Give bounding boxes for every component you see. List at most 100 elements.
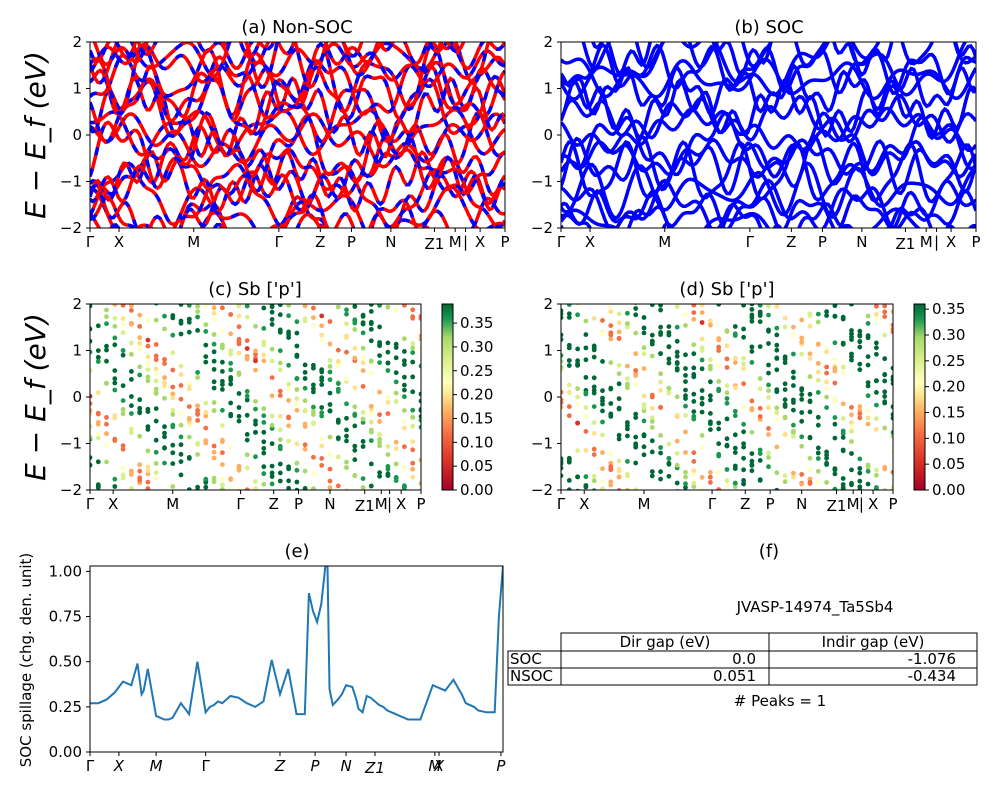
x-tick-label: Γ — [86, 233, 95, 251]
projection-point — [649, 332, 655, 338]
band-line — [561, 188, 976, 228]
projection-point — [658, 307, 663, 313]
x-tick-label: M — [847, 495, 860, 513]
projection-point — [228, 331, 234, 337]
projection-point — [708, 393, 713, 399]
projection-point — [261, 439, 267, 445]
panel-b-title: (b) SOC — [734, 17, 803, 38]
projection-point — [749, 318, 755, 324]
projection-point — [874, 285, 879, 290]
projection-point — [691, 492, 696, 497]
colorbar-tick-label: 0.10 — [932, 429, 965, 447]
projection-point — [741, 429, 746, 435]
x-tick-label: M — [187, 233, 200, 251]
projection-point — [774, 332, 780, 338]
projection-point — [211, 317, 217, 322]
projection-point — [146, 282, 151, 287]
projection-point — [641, 404, 647, 410]
projection-point — [791, 525, 796, 530]
projection-point — [418, 391, 421, 397]
projection-point — [344, 438, 349, 444]
projection-point — [575, 362, 580, 368]
projection-point — [170, 391, 176, 397]
projection-point — [724, 467, 730, 472]
projection-point — [419, 513, 424, 518]
projection-point — [402, 304, 407, 308]
projection-point — [600, 388, 605, 394]
projection-point — [890, 381, 893, 386]
projection-point — [600, 419, 605, 425]
band-line-overlay — [90, 169, 505, 228]
projection-point — [891, 294, 896, 299]
projection-point — [866, 251, 871, 256]
projection-point — [832, 471, 838, 477]
projection-point — [311, 389, 316, 395]
projection-point — [319, 443, 325, 449]
projection-point — [683, 469, 688, 475]
projection-point — [567, 501, 572, 506]
projection-point — [327, 377, 333, 383]
projection-point — [162, 434, 167, 440]
projection-point — [386, 533, 391, 538]
projection-point — [600, 359, 605, 364]
projection-point — [153, 317, 159, 323]
projection-point — [691, 374, 697, 380]
projection-point — [782, 473, 788, 479]
projection-point — [824, 364, 829, 370]
projection-point — [344, 433, 349, 439]
projection-point — [377, 304, 382, 307]
projection-point — [203, 476, 209, 482]
projection-point — [211, 358, 217, 364]
projection-point — [708, 322, 713, 328]
projection-point — [708, 397, 713, 403]
projection-point — [393, 390, 399, 396]
projection-point — [112, 335, 118, 341]
projection-point — [600, 478, 605, 484]
projection-point — [162, 357, 167, 362]
projection-point — [725, 507, 730, 512]
projection-point — [410, 501, 415, 506]
projection-point — [766, 312, 771, 318]
projection-point — [187, 294, 192, 299]
projection-point — [874, 294, 879, 299]
projection-point — [269, 322, 275, 327]
panel-f: (f) JVASP-14974_Ta5Sb4 Dir gap (eV) Indi… — [507, 541, 978, 710]
projection-point — [840, 416, 846, 421]
projection-point — [162, 282, 167, 287]
colorbar-tick-label: 0.15 — [460, 409, 493, 427]
projection-point — [154, 492, 159, 497]
projection-point — [583, 375, 589, 380]
projection-point — [725, 498, 730, 503]
projection-point — [732, 445, 738, 451]
projection-point — [145, 424, 151, 429]
projection-point — [666, 324, 672, 329]
projection-point — [178, 451, 184, 457]
projection-point — [882, 399, 888, 405]
projection-point — [849, 412, 854, 418]
projection-point — [659, 489, 662, 490]
projection-point — [377, 324, 382, 330]
projection-point — [741, 467, 746, 473]
projection-point — [633, 368, 639, 373]
y-tick-label: 0 — [72, 126, 82, 144]
projection-point — [633, 546, 638, 551]
projection-point — [666, 456, 672, 461]
projection-point — [583, 357, 589, 363]
projection-point — [600, 466, 605, 472]
projection-point — [220, 518, 225, 523]
projection-point — [261, 352, 267, 358]
projection-point — [104, 415, 109, 420]
x-tick-label: | — [463, 233, 468, 251]
projection-point — [575, 275, 580, 280]
projection-point — [766, 382, 771, 388]
projection-point — [335, 454, 341, 460]
projection-point — [833, 292, 838, 297]
projection-point — [104, 515, 109, 520]
projection-point — [691, 459, 697, 464]
projection-point — [608, 323, 614, 328]
projection-point — [294, 376, 300, 381]
projection-point — [666, 385, 672, 391]
projection-point — [882, 314, 888, 319]
projection-point — [774, 250, 779, 255]
projection-point — [336, 522, 341, 527]
